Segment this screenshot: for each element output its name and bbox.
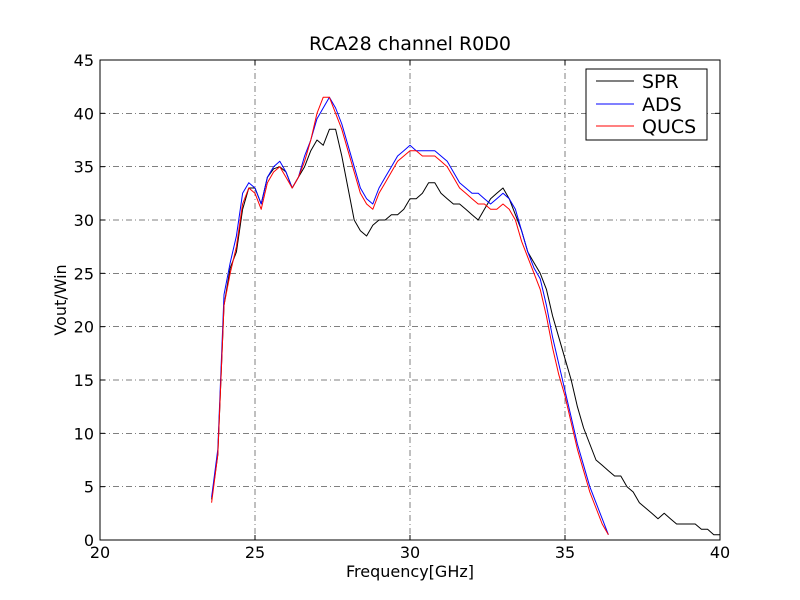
y-tick-label: 20: [74, 318, 94, 337]
legend: SPR ADS QUCS: [585, 68, 708, 141]
legend-label-qucs: QUCS: [642, 116, 696, 138]
series-line-ads: [211, 96, 609, 535]
y-tick-label: 5: [84, 478, 94, 497]
chart-title: RCA28 channel R0D0: [309, 33, 511, 55]
x-tick-label: 30: [400, 543, 420, 562]
legend-label-spr: SPR: [642, 71, 679, 93]
x-tick-label: 20: [90, 543, 110, 562]
tick-labels: 20 25 30 35 40 0 5 10 15 20 25 30 35 40 45: [74, 51, 731, 562]
x-tick-label: 35: [555, 543, 575, 562]
legend-entry-qucs: QUCS: [596, 116, 696, 138]
legend-entry-spr: SPR: [596, 71, 679, 93]
axis-ticks: [99, 59, 721, 541]
series-line-qucs: [211, 96, 609, 535]
y-tick-label: 45: [74, 51, 94, 70]
x-tick-label: 40: [710, 543, 730, 562]
y-tick-label: 25: [74, 264, 94, 283]
y-tick-label: 10: [74, 424, 94, 443]
x-tick-label: 25: [245, 543, 265, 562]
x-axis-label: Frequency[GHz]: [346, 562, 474, 581]
series-group: [211, 96, 720, 536]
y-tick-label: 15: [74, 371, 94, 390]
y-tick-label: 40: [74, 104, 94, 123]
legend-entry-ads: ADS: [596, 94, 682, 116]
y-tick-label: 30: [74, 211, 94, 230]
legend-label-ads: ADS: [642, 94, 682, 116]
y-tick-label: 0: [84, 531, 94, 550]
y-tick-label: 35: [74, 158, 94, 177]
y-axis-label: Vout/Win: [51, 264, 70, 335]
